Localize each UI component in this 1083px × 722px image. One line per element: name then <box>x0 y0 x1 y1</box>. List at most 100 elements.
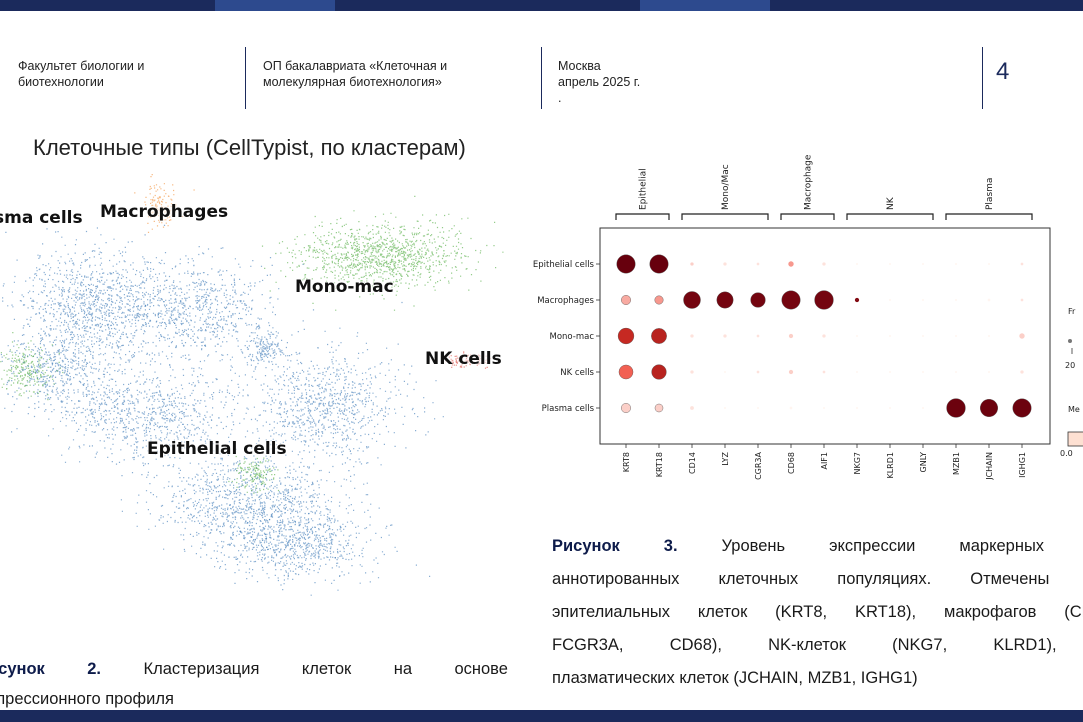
dotplot-row-label: Macrophages <box>537 296 594 306</box>
dotplot-dot <box>955 371 957 373</box>
dotplot-dot <box>889 299 891 301</box>
dotplot-dot <box>654 403 664 413</box>
dotplot-dot <box>889 335 891 337</box>
dotplot-dot <box>788 369 794 375</box>
dotplot-dot <box>723 262 727 266</box>
dotplot-gene-label: CD68 <box>787 452 796 474</box>
fraction-legend-title: Fr <box>1068 307 1076 316</box>
dotplot-dot <box>757 407 759 409</box>
caption-word: маркерных <box>959 537 1045 555</box>
umap-points <box>0 174 504 596</box>
dotplot-group-label: Plasma <box>985 178 995 210</box>
dotplot-dot <box>922 407 924 409</box>
dotplot-gene-label: JCHAIN <box>985 452 994 480</box>
caption-word: Кластеризация <box>143 660 260 678</box>
dotplot-dot <box>690 406 694 410</box>
figure-3-caption-line: FCGR3A,CD68),NK-клеток(NKG7,KLRD1),а <box>552 629 1083 662</box>
header-location-date: Москва апрель 2025 г. . <box>558 58 708 106</box>
dotplot-dot <box>822 262 826 266</box>
dotplot-dot <box>889 263 891 265</box>
header-divider <box>541 47 542 109</box>
caption-word: KLRD1), <box>993 636 1057 654</box>
dotplot-dot <box>617 327 635 345</box>
dotplot-dot <box>988 371 990 373</box>
dotplot-row-label: Mono-mac <box>549 332 594 342</box>
umap-label-mono-mac: Mono-mac <box>295 277 394 297</box>
umap-label-nk: NK cells <box>425 349 502 369</box>
dotplot-dot <box>856 263 858 265</box>
caption-word: экспрессии <box>829 537 916 555</box>
dotplot-dot <box>854 297 860 303</box>
caption-word: клеток <box>697 603 748 621</box>
caption-word: KRT18), <box>854 603 917 621</box>
dotplot-dot <box>690 370 694 374</box>
header-divider <box>245 47 246 109</box>
caption-word: Отмечены <box>970 570 1050 588</box>
dotplot-gene-label: KRT18 <box>655 452 664 477</box>
dotplot-dot <box>922 335 924 337</box>
dotplot-gene-label: AIF1 <box>820 452 829 470</box>
dotplot-dot <box>955 299 957 301</box>
caption-word: 3. <box>663 537 678 555</box>
caption-word: эпителиальных <box>552 603 671 621</box>
dotplot-group-label: NK <box>886 196 896 210</box>
dotplot-dot <box>618 364 634 380</box>
dotplot-gene-label: FCGR3A <box>754 451 763 480</box>
umap-scatter <box>0 174 504 596</box>
banner-facet <box>640 0 770 11</box>
caption-word: (NKG7, <box>892 636 948 654</box>
dotplot-dot <box>788 261 794 267</box>
dotplot-dot <box>988 335 990 337</box>
dotplot-group-bracket <box>945 213 1033 220</box>
dotplot-dot <box>822 370 826 374</box>
dotplot-dot <box>922 299 924 301</box>
dotplot-dot <box>756 334 760 338</box>
dotplot-dot <box>724 407 726 409</box>
dotplot-dot <box>988 263 990 265</box>
dotplot-gene-label: GNLY <box>919 452 928 473</box>
mean-legend-colorbar <box>1067 431 1083 447</box>
caption-word: клеточных <box>718 570 799 588</box>
dotplot-dot <box>690 262 694 266</box>
dotplot-group-label: Epithelial <box>639 168 649 210</box>
dotplot-dot <box>856 335 858 337</box>
banner-facet <box>215 0 335 11</box>
dotplot-dot <box>987 298 991 302</box>
dotplot-dot <box>980 399 998 417</box>
header-city: Москва <box>558 59 601 73</box>
dotplot-dot <box>716 291 734 309</box>
figure-2-caption-line: исунок 2. Кластеризация клеток на основе <box>0 654 508 684</box>
dotplot-dot <box>822 334 826 338</box>
dotplot-dot <box>651 328 667 344</box>
dotplot-gene-label: IGHG1 <box>1018 452 1027 478</box>
dotplot-dot <box>889 371 891 373</box>
caption-word: NK-клеток <box>768 636 846 654</box>
dotplot-dot <box>856 407 858 409</box>
dotplot-dot <box>856 371 858 373</box>
dotplot-dot <box>781 290 801 310</box>
caption-word: FCGR3A, <box>552 636 624 654</box>
dotplot-dot <box>789 406 793 410</box>
dotplot-dot <box>690 334 694 338</box>
mean-legend-title: Me <box>1068 405 1080 414</box>
figure-3-caption: Рисунок3.Уровеньэкспрессиимаркерныхгенан… <box>552 530 1083 695</box>
dotplot-dot <box>955 263 957 265</box>
dotplot-dot <box>955 335 957 337</box>
dotplot-dot <box>1019 333 1025 339</box>
top-banner <box>0 0 1083 11</box>
caption-word: 2. <box>87 660 102 678</box>
dotplot-group-bracket <box>681 213 769 220</box>
figure-3-caption-line: аннотированных клеточных популяциях. Отмече… <box>552 563 1083 596</box>
dotplot-gene-label: CD14 <box>688 452 697 474</box>
caption-word: CD68), <box>669 636 722 654</box>
figure-2-caption-line: спрессионного профиля <box>0 690 174 708</box>
figure-3-caption-line: плазматических клеток (JCHAIN, MZB1, IGH… <box>552 669 918 687</box>
dotplot-gene-label: KLRD1 <box>886 452 895 479</box>
umap-label-epithelial: Epithelial cells <box>147 439 287 459</box>
dotplot-dot <box>616 254 636 274</box>
caption-word: исунок <box>0 660 45 678</box>
dotplot-gene-label: MZB1 <box>952 452 961 475</box>
dotplot-group-bracket <box>780 213 835 220</box>
header-program: ОП бакалавриата «Клеточная и молекулярна… <box>263 59 448 89</box>
